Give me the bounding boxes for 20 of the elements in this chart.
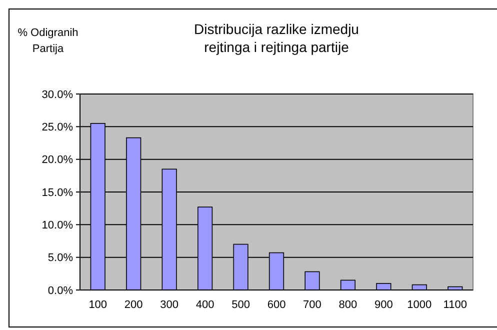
y-tick-label: 5.0% xyxy=(48,252,74,264)
y-axis-title: % Odigranih Partija xyxy=(18,27,78,55)
x-tick-label: 900 xyxy=(374,299,393,311)
x-tick-label: 800 xyxy=(338,299,358,311)
x-tick-label: 200 xyxy=(124,299,143,311)
y-tick-label: 20.0% xyxy=(42,154,74,166)
y-tick-label: 15.0% xyxy=(42,186,74,199)
chart-title: Distribucija razlike izmedju rejtinga i rejtinga partije xyxy=(194,21,359,55)
y-tick-label: 30.0% xyxy=(42,88,74,101)
x-tick-label: 400 xyxy=(196,299,214,311)
x-tick-label: 1000 xyxy=(407,299,432,311)
x-tick-label: 100 xyxy=(88,299,108,311)
x-tick-label: 300 xyxy=(160,299,178,311)
y-tick-label: 25.0% xyxy=(42,122,74,134)
x-tick-label: 700 xyxy=(303,299,322,311)
y-tick-label: 10.0% xyxy=(42,220,74,232)
x-tick-label: 500 xyxy=(232,299,250,311)
x-tick-label: 600 xyxy=(267,299,286,311)
y-tick-label: 0.0% xyxy=(48,284,74,297)
x-tick-label: 1100 xyxy=(443,299,467,311)
